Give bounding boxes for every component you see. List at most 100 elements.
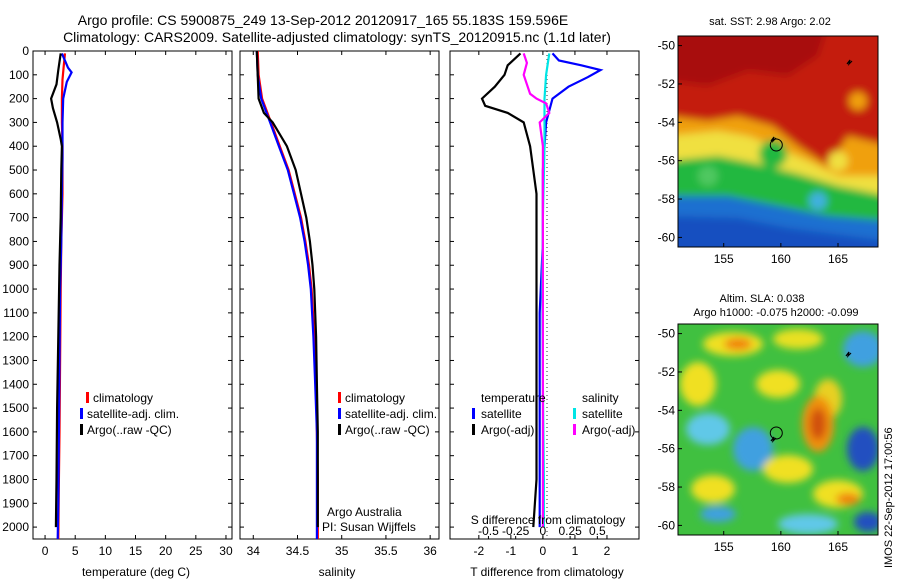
- title-line-2: Climatology: CARS2009. Satellite-adjuste…: [63, 29, 611, 45]
- map-y-tick-label: -52: [658, 77, 676, 91]
- x-tick-label: 5: [72, 544, 79, 558]
- legend-label-argo: Argo(..raw -QC): [87, 423, 172, 437]
- depth-tick-label: 1600: [2, 425, 29, 439]
- depth-tick-label: 1700: [2, 449, 29, 463]
- series-line-argo-raw-qc-: [255, 50, 319, 528]
- map-y-tick-label: -56: [658, 442, 676, 456]
- legend-swatch-t-satellite: [472, 408, 475, 419]
- map-y-tick-label: -52: [658, 365, 676, 379]
- imos-timestamp: IMOS 22-Sep-2012 17:00:56: [883, 427, 895, 568]
- annotation-pi: PI: Susan Wijffels: [322, 520, 416, 534]
- depth-tick-label: 1000: [2, 282, 29, 296]
- x-tick-label: 10: [99, 544, 113, 558]
- x-tick-label: 36: [423, 544, 437, 558]
- legend-label-climatology: climatology: [93, 391, 153, 405]
- map-x-tick-label: 155: [714, 540, 734, 554]
- depth-tick-label: 1800: [2, 472, 29, 486]
- difference-panel: -2 -1 0 1 2 -0.5 -0.25 0 0.25 0.5 temperature sat…: [449, 50, 640, 579]
- sst-field: [678, 36, 878, 247]
- legend-swatch-climatology: [338, 392, 341, 403]
- depth-tick-label: 2000: [2, 520, 29, 534]
- depth-tick-label: 600: [9, 187, 29, 201]
- depth-tick-label: 800: [9, 234, 29, 248]
- depth-tick-label: 1500: [2, 401, 29, 415]
- x2-tick-label: -0.25: [502, 524, 530, 538]
- sst-map-title: sat. SST: 2.98 Argo: 2.02: [709, 16, 831, 28]
- x2-tick-label: 0.25: [558, 524, 582, 538]
- x-tick-label: 0: [540, 544, 547, 558]
- map-y-tick-label: -54: [658, 115, 676, 129]
- map-y-tick-label: -58: [658, 480, 676, 494]
- sst-map-frame: [677, 35, 879, 248]
- map-y-tick-label: -58: [658, 192, 676, 206]
- legend-label-argo: Argo(..raw -QC): [345, 423, 430, 437]
- depth-tick-label: 400: [9, 139, 29, 153]
- temperature-x-label: temperature (deg C): [82, 565, 190, 579]
- legend-label-satellite: satellite-adj. clim.: [87, 407, 179, 421]
- depth-tick-label: 200: [9, 92, 29, 106]
- map-x-tick-label: 160: [771, 540, 791, 554]
- map-y-tick-label: -60: [658, 230, 676, 244]
- map-x-tick-label: 160: [771, 252, 791, 266]
- depth-tick-label: 500: [9, 163, 29, 177]
- legend-label-climatology: climatology: [345, 391, 405, 405]
- depth-tick-label: 1100: [3, 306, 29, 320]
- legend-label-t-argo: Argo(-adj): [481, 423, 534, 437]
- x2-tick-label: 0.5: [589, 524, 606, 538]
- float-track-icon: [770, 136, 777, 143]
- x-tick-label: 25: [189, 544, 203, 558]
- x-tick-label: 0: [42, 544, 49, 558]
- argo-location-marker: [769, 138, 783, 152]
- legend-heading-salinity: salinity: [582, 391, 619, 405]
- depth-tick-label: 0: [22, 44, 29, 58]
- x-tick-label: 20: [159, 544, 173, 558]
- legend-swatch-t-argo: [472, 424, 475, 435]
- x-tick-label: 2: [604, 544, 611, 558]
- x-tick-label: 34.5: [286, 544, 310, 558]
- map-y-tick-label: -60: [658, 518, 676, 532]
- s-difference-label: S difference from climatology: [471, 513, 626, 527]
- series-line-t-argo-adj-: [480, 52, 538, 528]
- salinity-x-label: salinity: [319, 565, 356, 579]
- difference-legend: temperature satellite Argo(-adj) salinit…: [472, 391, 635, 437]
- salinity-legend: climatology satellite-adj. clim. Argo(..…: [338, 391, 437, 437]
- sst-map: sat. SST: 2.98 Argo: 2.02: [658, 16, 879, 266]
- float-track-icon: [845, 351, 852, 358]
- sla-map-title: Altim. SLA: 0.038: [720, 293, 805, 305]
- argo-location-marker: [769, 426, 783, 440]
- legend-swatch-satellite: [80, 408, 83, 419]
- map-x-tick-label: 165: [828, 540, 848, 554]
- depth-tick-label: 100: [9, 68, 29, 82]
- float-track-icon: [770, 436, 777, 443]
- legend-swatch-s-argo: [573, 424, 576, 435]
- depth-tick-label: 1400: [2, 377, 29, 391]
- x-tick-label: 34: [247, 544, 261, 558]
- temperature-panel: 0100200300400500600700800900100011001200…: [2, 44, 233, 579]
- x-tick-label: 30: [219, 544, 233, 558]
- legend-swatch-satellite: [338, 408, 341, 419]
- depth-tick-label: 900: [9, 258, 29, 272]
- legend-swatch-argo: [338, 424, 341, 435]
- x-tick-label: -2: [473, 544, 484, 558]
- legend-heading-temperature: temperature: [481, 391, 546, 405]
- x-tick-label: 1: [572, 544, 579, 558]
- x2-tick-label: 0: [540, 524, 547, 538]
- legend-label-s-satellite: satellite: [582, 407, 623, 421]
- map-y-tick-label: -54: [658, 403, 676, 417]
- x-tick-label: -1: [506, 544, 517, 558]
- temperature-legend: climatology satellite-adj. clim. Argo(..…: [80, 391, 179, 437]
- x-tick-label: 35.5: [374, 544, 398, 558]
- legend-label-satellite: satellite-adj. clim.: [345, 407, 437, 421]
- depth-tick-label: 1900: [2, 496, 29, 510]
- legend-swatch-climatology: [86, 392, 89, 403]
- float-track-icon: [846, 59, 853, 66]
- series-line-satellite-adj-clim-: [255, 50, 318, 539]
- map-y-tick-label: -56: [658, 154, 676, 168]
- map-x-tick-label: 165: [828, 252, 848, 266]
- temperature-plot-area: [32, 50, 233, 540]
- legend-label-s-argo: Argo(-adj): [582, 423, 635, 437]
- x-tick-label: 15: [129, 544, 143, 558]
- depth-tick-label: 1300: [2, 353, 29, 367]
- salinity-panel: 34 34.5 35 35.5 36 climatology satellite-adj…: [239, 50, 440, 579]
